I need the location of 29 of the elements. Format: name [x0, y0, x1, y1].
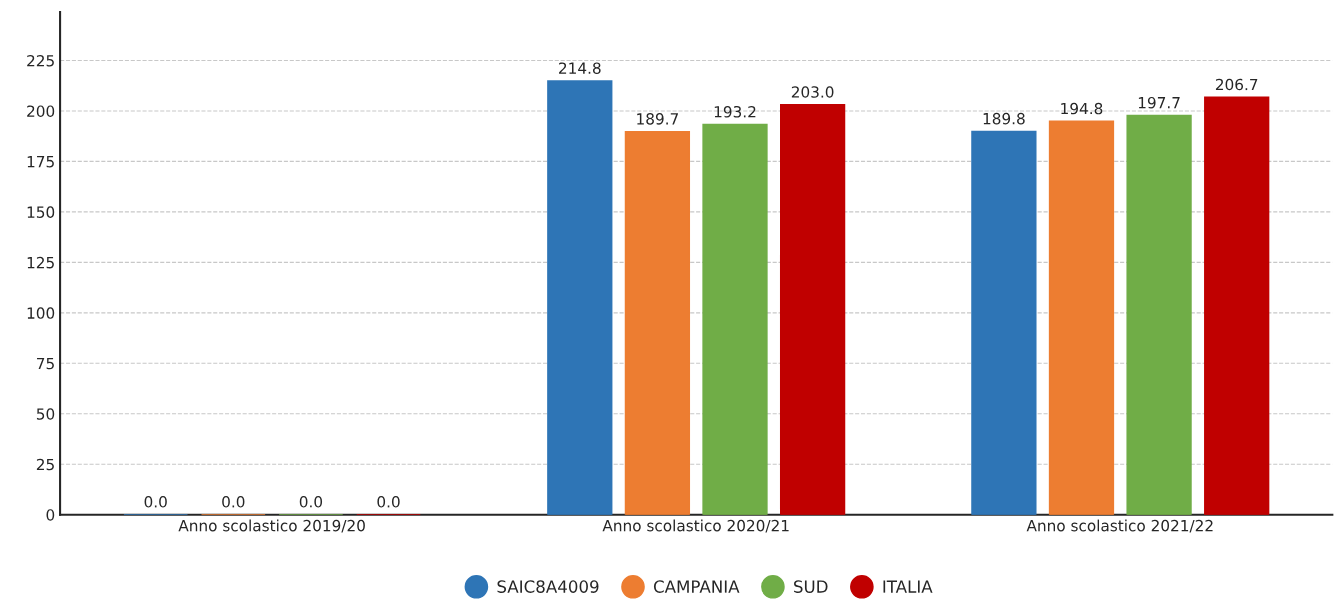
data-label: 206.7 [1215, 78, 1258, 91]
data-label: 194.8 [1061, 102, 1103, 115]
y-tick-label: 175 [27, 156, 54, 168]
data-label: 0.0 [144, 496, 167, 508]
data-label: 197.7 [1138, 96, 1180, 109]
y-tick-label: 0 [46, 509, 55, 521]
y-tick-label: 125 [27, 256, 54, 269]
data-label: 193.2 [714, 106, 756, 118]
data-label: 0.0 [299, 496, 323, 508]
y-tick-label: 150 [27, 206, 55, 218]
y-tick-label: 75 [37, 357, 54, 370]
y-tick-label: 225 [27, 54, 54, 67]
data-label: 0.0 [222, 496, 245, 508]
legend-label: CAMPANIA [653, 580, 740, 593]
data-label: 189.7 [637, 113, 678, 125]
y-tick-label: 50 [36, 408, 55, 420]
x-tick-label: Anno scolastico 2019/20 [178, 519, 365, 533]
legend-label: ITALIA [883, 580, 933, 593]
y-tick-label: 25 [36, 458, 54, 471]
data-label: 214.8 [559, 62, 601, 74]
x-tick-label: Anno scolastico 2020/21 [602, 519, 789, 533]
legend-label: SAIC8A4009 [497, 580, 599, 593]
data-label: 0.0 [377, 496, 400, 508]
x-tick-label: Anno scolastico 2021/22 [1026, 519, 1213, 533]
y-tick-label: 200 [27, 105, 55, 117]
data-label: 189.8 [983, 112, 1025, 125]
y-tick-label: 100 [27, 307, 55, 319]
legend-label: SUD [794, 580, 828, 593]
data-label: 203.0 [791, 86, 834, 98]
